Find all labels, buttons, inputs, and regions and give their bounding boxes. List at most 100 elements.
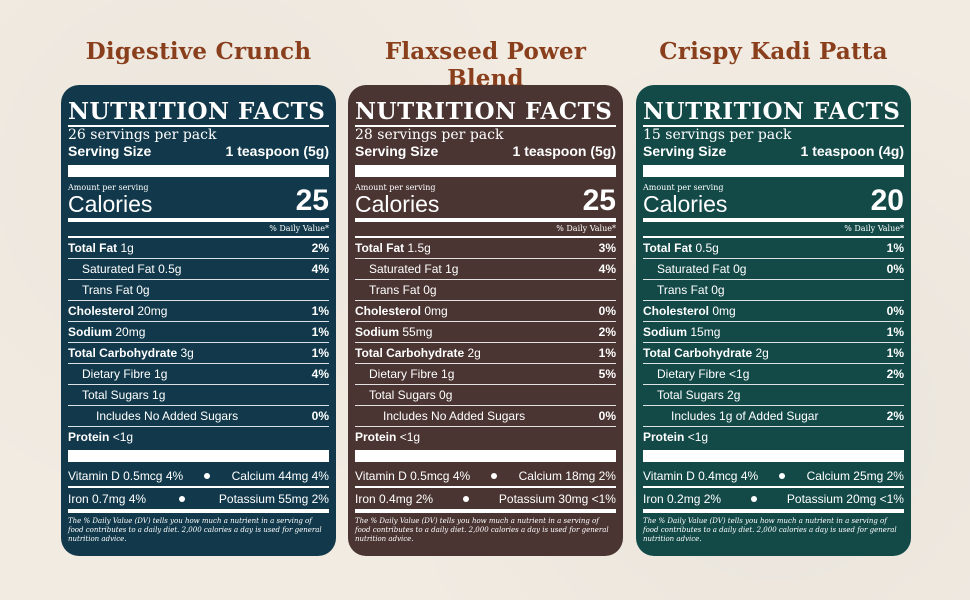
nutrient-amount: 0mg xyxy=(712,304,736,318)
calcium-value: Calcium 44mg 4% xyxy=(231,468,329,483)
vitamin-row-1: Vitamin D 0.5mcg 4% Calcium 44mg 4% xyxy=(68,465,329,486)
daily-value-footnote: The % Daily Value (DV) tells you how muc… xyxy=(68,517,322,543)
nutrient-label: Saturated Fat xyxy=(82,262,155,276)
product-title: Flaxseed Power Blend xyxy=(384,38,587,92)
nutrient-label: Total Fat xyxy=(355,241,405,255)
nutrient-amount: 1g xyxy=(441,367,455,381)
nutrient-amount: 0.5g xyxy=(695,241,719,255)
calories-value: 20 xyxy=(870,184,904,217)
nutrient-label: Total Sugars xyxy=(369,388,436,402)
divider xyxy=(68,125,329,127)
daily-value-percent: 1% xyxy=(311,304,329,318)
daily-value-percent: 4% xyxy=(311,367,329,381)
nutrient-amount: 0g xyxy=(733,262,747,276)
daily-value-percent: 0% xyxy=(598,409,616,423)
nutrient-amount: 1g xyxy=(152,388,166,402)
nutrient-row: Total Carbohydrate 2g 1% xyxy=(355,343,616,364)
nutrient-label: Total Fat xyxy=(643,241,693,255)
nutrient-amount: 15mg xyxy=(690,325,721,339)
serving-size-value: 1 teaspoon (5g) xyxy=(225,143,329,159)
thick-divider xyxy=(643,165,904,177)
bullet-icon xyxy=(179,495,186,502)
nutrient-label: Cholesterol xyxy=(355,304,422,318)
nutrient-row: Total Carbohydrate 2g 1% xyxy=(643,343,904,364)
vitamin-row-2: Iron 0.7mg 4% Potassium 55mg 2% xyxy=(68,488,329,509)
daily-value-percent: 0% xyxy=(311,409,329,423)
servings-per-pack: 15 servings per pack xyxy=(643,127,792,143)
nutrition-facts-heading: NUTRITION FACTS xyxy=(355,98,613,125)
vitamin-row-2: Iron 0.2mg 2% Potassium 20mg <1% xyxy=(643,488,904,509)
nutrient-amount: 0g xyxy=(439,388,453,402)
daily-value-percent: 2% xyxy=(886,409,904,423)
nutrient-label: Dietary Fibre xyxy=(657,367,726,381)
thick-divider xyxy=(68,450,329,462)
bullet-icon xyxy=(462,495,469,502)
nutrient-label: Total Carbohydrate xyxy=(68,346,178,360)
nutrition-facts-heading: NUTRITION FACTS xyxy=(68,98,326,125)
daily-value-percent: 1% xyxy=(598,346,616,360)
potassium-value: Potassium 20mg <1% xyxy=(786,491,904,506)
nutrient-row: Sodium 20mg 1% xyxy=(68,322,329,343)
nutrient-amount: <1g xyxy=(112,430,134,444)
medium-divider xyxy=(68,509,329,513)
daily-value-percent: 0% xyxy=(886,262,904,276)
divider xyxy=(355,486,616,488)
nutrient-amount: 1g xyxy=(120,241,134,255)
nutrient-row: Saturated Fat 0.5g 4% xyxy=(68,259,329,280)
medium-divider xyxy=(643,218,904,222)
nutrient-amount: 20mg xyxy=(137,304,168,318)
calories-label: Calories xyxy=(68,191,153,217)
iron-value: Iron 0.4mg 2% xyxy=(355,491,434,506)
product-title: Digestive Crunch xyxy=(85,38,312,65)
nutrient-label: Sodium xyxy=(643,325,687,339)
nutrient-amount: 2g xyxy=(755,346,769,360)
nutrient-label: Includes No Added Sugars xyxy=(96,409,239,423)
nutrient-row: Dietary Fibre 1g 4% xyxy=(68,364,329,385)
daily-value-percent: 2% xyxy=(886,367,904,381)
nutrition-facts-card: NUTRITION FACTS 15 servings per pack Ser… xyxy=(636,85,911,556)
nutrient-amount: 0mg xyxy=(424,304,448,318)
daily-value-percent: 1% xyxy=(311,325,329,339)
nutrient-row: Includes No Added Sugars 0% xyxy=(68,406,329,427)
nutrient-amount: <1g xyxy=(687,430,709,444)
nutrient-row: Dietary Fibre <1g 2% xyxy=(643,364,904,385)
bullet-icon xyxy=(204,472,211,479)
iron-value: Iron 0.7mg 4% xyxy=(68,491,147,506)
serving-size-value: 1 teaspoon (5g) xyxy=(512,143,616,159)
bullet-icon xyxy=(491,472,498,479)
daily-value-percent: 4% xyxy=(598,262,616,276)
daily-value-percent: 1% xyxy=(886,346,904,360)
calcium-value: Calcium 18mg 2% xyxy=(518,468,616,483)
nutrient-row: Trans Fat 0g xyxy=(355,280,616,301)
nutrient-amount: 1g xyxy=(154,367,168,381)
daily-value-percent: 3% xyxy=(598,241,616,255)
nutrient-row: Dietary Fibre 1g 5% xyxy=(355,364,616,385)
vitamin-row-2: Iron 0.4mg 2% Potassium 30mg <1% xyxy=(355,488,616,509)
nutrient-label: Cholesterol xyxy=(68,304,135,318)
daily-value-header: % Daily Value* xyxy=(269,224,329,233)
nutrient-label: Trans Fat xyxy=(657,283,708,297)
calories-value: 25 xyxy=(295,184,329,217)
divider xyxy=(68,236,329,238)
nutrient-label: Dietary Fibre xyxy=(82,367,151,381)
nutrient-amount: 0g xyxy=(423,283,437,297)
nutrient-label: Protein xyxy=(68,430,110,444)
daily-value-footnote: The % Daily Value (DV) tells you how muc… xyxy=(355,517,609,543)
serving-size-row: Serving Size 1 teaspoon (4g) xyxy=(643,143,904,162)
daily-value-percent: 1% xyxy=(311,346,329,360)
thick-divider xyxy=(68,165,329,177)
divider xyxy=(643,236,904,238)
nutrient-rows: Total Fat 0.5g 1% Saturated Fat 0g 0% Trans … xyxy=(643,238,904,447)
daily-value-header: % Daily Value* xyxy=(556,224,616,233)
daily-value-percent: 0% xyxy=(886,304,904,318)
nutrient-row: Trans Fat 0g xyxy=(643,280,904,301)
vitamin-d-value: Vitamin D 0.5mcg 4% xyxy=(68,468,184,483)
potassium-value: Potassium 55mg 2% xyxy=(218,491,329,506)
calories-row: Amount per serving Calories 20 xyxy=(643,180,904,218)
potassium-value: Potassium 30mg <1% xyxy=(498,491,616,506)
nutrient-amount: <1g xyxy=(399,430,421,444)
nutrient-rows: Total Fat 1g 2% Saturated Fat 0.5g 4% Trans … xyxy=(68,238,329,447)
serving-size-label: Serving Size xyxy=(355,143,439,159)
nutrition-facts-card: NUTRITION FACTS 28 servings per pack Ser… xyxy=(348,85,623,556)
nutrient-row: Total Fat 1.5g 3% xyxy=(355,238,616,259)
